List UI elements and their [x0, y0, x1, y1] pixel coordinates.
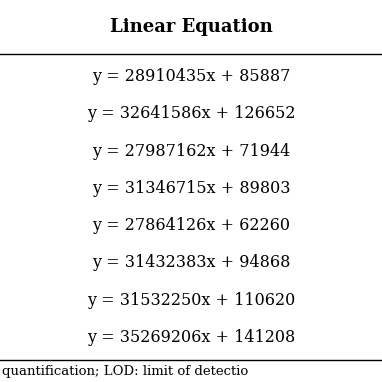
Text: Linear Equation: Linear Equation — [110, 18, 272, 36]
Text: y = 27987162x + 71944: y = 27987162x + 71944 — [92, 142, 290, 160]
Text: y = 27864126x + 62260: y = 27864126x + 62260 — [92, 217, 290, 234]
Text: y = 35269206x + 141208: y = 35269206x + 141208 — [87, 329, 295, 346]
Text: y = 31346715x + 89803: y = 31346715x + 89803 — [92, 180, 290, 197]
Text: y = 31532250x + 110620: y = 31532250x + 110620 — [87, 291, 295, 309]
Text: y = 32641586x + 126652: y = 32641586x + 126652 — [87, 105, 295, 122]
Text: y = 28910435x + 85887: y = 28910435x + 85887 — [92, 68, 290, 85]
Text: y = 31432383x + 94868: y = 31432383x + 94868 — [92, 254, 290, 271]
Text: quantification; LOD: limit of detectio: quantification; LOD: limit of detectio — [2, 366, 248, 379]
